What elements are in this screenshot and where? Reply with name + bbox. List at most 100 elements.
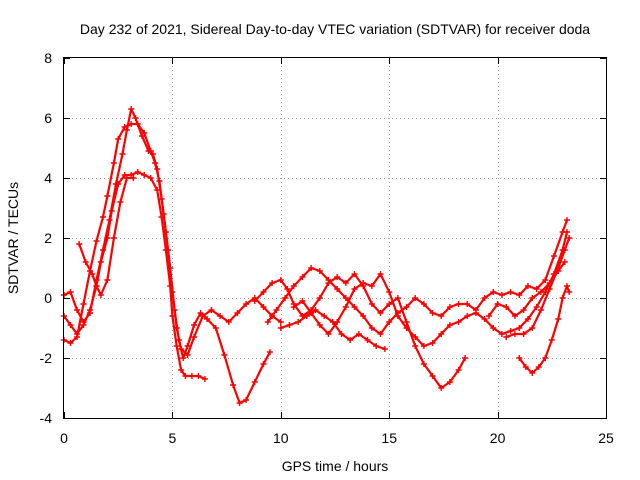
data-point [446,379,453,385]
data-point [377,271,384,277]
data-point [117,199,124,205]
data-point [97,259,104,265]
data-point [394,313,401,319]
data-point [537,289,544,295]
data-point [537,307,544,313]
data-point [516,292,523,298]
data-point [204,316,211,322]
data-point [403,304,410,310]
data-point [277,325,284,331]
data-point [76,241,83,247]
data-point [217,313,224,319]
data-point [507,328,514,334]
data-point [561,259,568,265]
y-tick-label: 6 [44,110,52,126]
data-point [67,340,74,346]
data-point [494,301,501,307]
plot-frame [63,57,607,419]
data-point [156,178,163,184]
data-point [429,373,436,379]
data-point [195,373,202,379]
data-point [191,334,198,340]
data-point [338,331,345,337]
data-point [481,316,488,322]
data-point [503,334,510,340]
data-point [208,307,215,313]
data-point [420,301,427,307]
data-point [533,286,540,292]
data-point [110,235,117,241]
data-point [104,235,111,241]
data-point [490,289,497,295]
data-point [563,229,570,235]
data-point [455,319,462,325]
data-point [498,331,505,337]
data-point [308,265,315,271]
data-point [74,307,81,313]
data-point [464,301,471,307]
data-point [429,340,436,346]
data-point [381,346,388,352]
data-point [308,310,315,316]
data-point [108,208,115,214]
data-point [334,286,341,292]
data-point [368,301,375,307]
data-point [201,376,208,382]
data-point [548,337,555,343]
data-series [61,106,573,406]
series-line-11 [487,260,566,318]
data-point [485,313,492,319]
data-point [351,304,358,310]
data-point [403,325,410,331]
y-tick-label: 8 [44,50,52,66]
data-point [377,310,384,316]
series-line-2 [62,122,282,357]
series-line-3 [62,170,206,381]
data-point [563,283,570,289]
data-point [507,289,514,295]
data-point [420,361,427,367]
data-point [180,355,187,361]
data-point [321,313,328,319]
data-point [167,283,174,289]
y-axis-label: SDTVAR / TECUs [5,182,21,294]
data-point [520,307,527,313]
data-point [550,253,557,259]
data-point [420,343,427,349]
data-point [154,187,161,193]
data-point [522,364,529,370]
data-point [277,277,284,283]
data-point [100,214,107,220]
data-point [472,310,479,316]
data-point [368,283,375,289]
data-point [147,148,154,154]
data-point [351,271,358,277]
data-point [559,295,566,301]
data-point [542,355,549,361]
data-point [455,301,462,307]
data-point [364,337,371,343]
data-point [123,175,130,181]
data-point [147,175,154,181]
data-point [134,121,141,127]
data-point [342,304,349,310]
data-point [342,280,349,286]
data-point [121,124,128,130]
data-point [128,121,135,127]
data-point [498,292,505,298]
x-tick-label: 20 [490,430,506,446]
data-point [225,319,232,325]
data-point [524,283,531,289]
data-point [386,289,393,295]
data-point [529,295,536,301]
data-point [82,259,89,265]
data-point [316,295,323,301]
data-point [230,382,237,388]
data-point [260,304,267,310]
data-point [386,319,393,325]
data-point [334,319,341,325]
data-point [173,343,180,349]
data-point [251,379,258,385]
series-line-5 [253,272,467,390]
x-tick-label: 25 [598,430,614,446]
